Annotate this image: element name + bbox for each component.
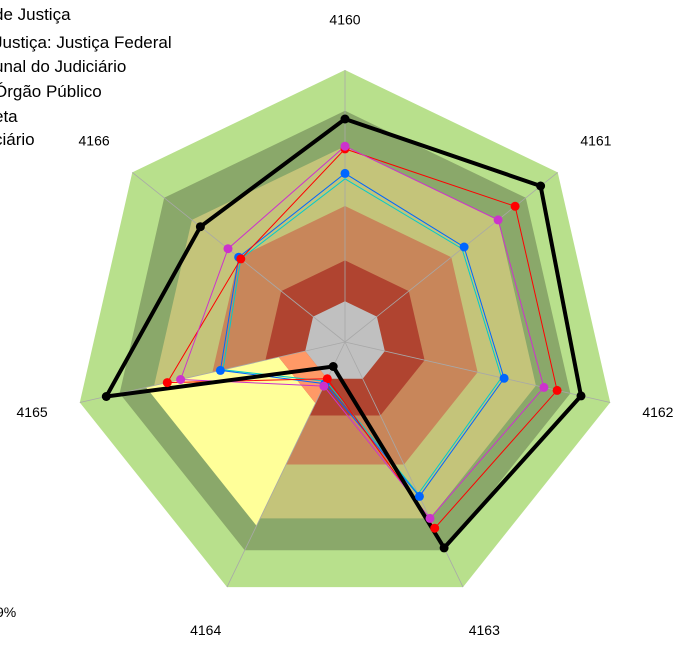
data-point (577, 391, 586, 400)
data-point (236, 254, 245, 263)
data-point (539, 383, 548, 392)
axis-label: 4165 (17, 404, 48, 420)
legend-entry: ciário (0, 130, 35, 150)
data-point (216, 366, 225, 375)
data-point (426, 514, 435, 523)
axis-label: 4160 (329, 12, 360, 28)
axis-label: 4163 (469, 622, 500, 638)
data-point (176, 375, 185, 384)
data-point (341, 115, 350, 124)
legend-entry: unal do Judiciário (0, 57, 126, 77)
axis-label: 4162 (642, 404, 673, 420)
data-point (163, 378, 172, 387)
axis-label: 4166 (79, 133, 110, 149)
data-point (319, 382, 328, 391)
data-point (102, 392, 111, 401)
data-point (329, 362, 338, 371)
data-point (430, 524, 439, 533)
data-point (196, 222, 205, 231)
data-point (460, 243, 469, 252)
data-point (341, 169, 350, 178)
axis-label: 4161 (580, 133, 611, 149)
footer-note: 9% (0, 604, 16, 620)
legend-entry: Órgão Público (0, 82, 102, 102)
data-point (511, 202, 520, 211)
legend-entry: de Justiça (0, 5, 71, 25)
data-point (341, 142, 350, 151)
data-point (224, 244, 233, 253)
axis-label: 4164 (190, 622, 221, 638)
legend-entry: eta (0, 107, 18, 127)
data-point (440, 543, 449, 552)
data-point (500, 374, 509, 383)
data-point (553, 386, 562, 395)
data-point (415, 492, 424, 501)
data-point (494, 215, 503, 224)
legend-entry: Justiça: Justiça Federal (0, 33, 172, 53)
data-point (536, 182, 545, 191)
